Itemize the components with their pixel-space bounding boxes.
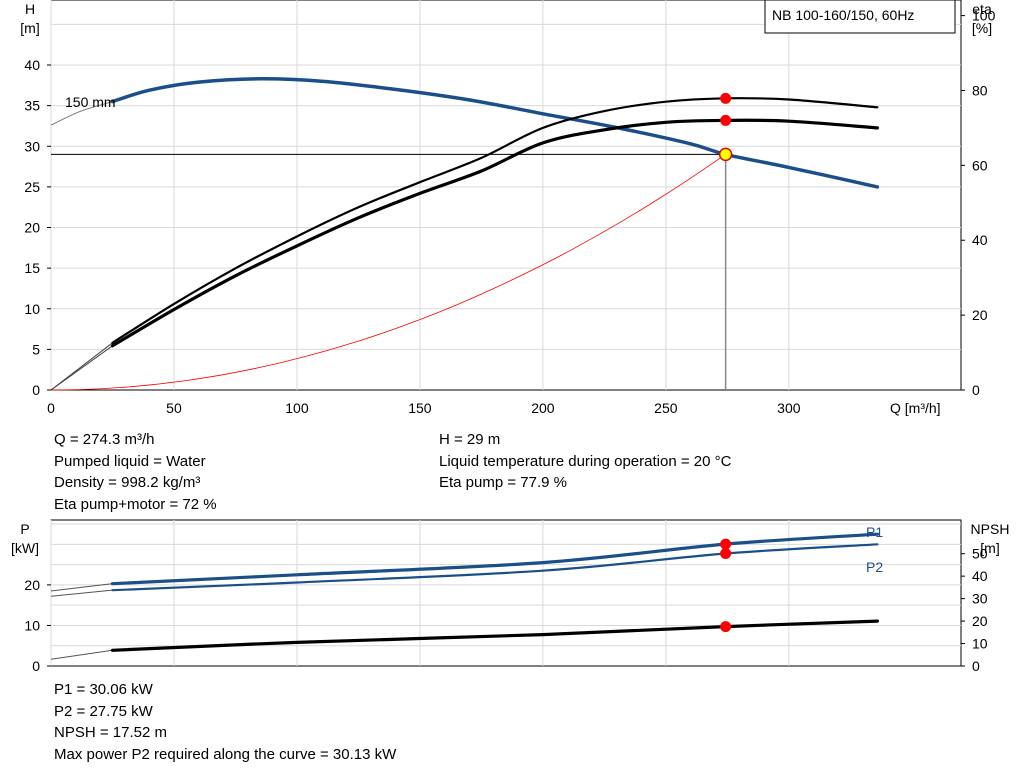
bottom-series xyxy=(50,532,879,660)
series-p1 xyxy=(110,532,879,586)
p-tick-label: 10 xyxy=(24,617,40,633)
info-bottom: P1 = 30.06 kW P2 = 27.75 kW NPSH = 17.52… xyxy=(54,679,396,765)
q-tick-label: 0 xyxy=(47,400,55,416)
eta-tick-label: 80 xyxy=(972,82,988,98)
npsh-tick-label: 20 xyxy=(972,613,988,629)
h-unit-label: [m] xyxy=(20,20,39,36)
h-tick-label: 10 xyxy=(24,301,40,317)
system-curve-line xyxy=(50,154,726,391)
info-top-left: Q = 274.3 m³/h Pumped liquid = Water Den… xyxy=(54,429,217,515)
npsh-tick-label: 40 xyxy=(972,568,988,584)
q-tick-label: 250 xyxy=(654,400,678,416)
h-tick-label: 35 xyxy=(24,98,40,114)
chart-title: NB 100-160/150, 60Hz xyxy=(772,7,914,23)
series-label-p2: P2 xyxy=(866,559,883,575)
system-curve xyxy=(50,153,727,391)
info-q: Q = 274.3 m³/h xyxy=(54,431,155,448)
bottom-duty-marker xyxy=(720,621,732,633)
info-eta-pump-motor: Eta pump+motor = 72 % xyxy=(54,495,217,513)
info-temperature: Liquid temperature during operation = 20… xyxy=(439,452,732,470)
eta-tick-label: 40 xyxy=(972,232,988,248)
h-tick-label: 25 xyxy=(24,179,40,195)
npsh-unit-label: [m] xyxy=(980,540,999,556)
info-density: Density = 998.2 kg/m³ xyxy=(54,474,201,491)
bottom-curve-extension xyxy=(50,583,113,592)
bottom-curve-extension xyxy=(50,589,113,597)
duty-point-marker xyxy=(718,147,733,162)
top-tick-labels: 0 50 100 150 200 250 300 0 5 10 15 20 25 30 35 40 0 20 40 6… xyxy=(24,8,995,416)
eta-axis-label: eta xyxy=(972,1,992,17)
npsh-axis-label: NPSH xyxy=(971,521,1010,537)
eta-tick-label: 60 xyxy=(972,157,988,173)
h-tick-label: 30 xyxy=(24,138,40,154)
eta-curve-extension xyxy=(50,345,113,391)
npsh-curve xyxy=(110,619,879,652)
q-tick-label: 100 xyxy=(285,400,309,416)
h-tick-label: 5 xyxy=(32,341,40,357)
title-box xyxy=(764,0,956,34)
bottom-plot-frame xyxy=(50,519,962,667)
series-label-p1: P1 xyxy=(866,524,883,540)
h-tick-label: 0 xyxy=(32,382,40,398)
q-tick-label: 50 xyxy=(166,400,182,416)
eta-unit-label: [%] xyxy=(972,20,992,36)
info-p1: P1 = 30.06 kW xyxy=(54,681,153,698)
info-eta-pump: Eta pump = 77.9 % xyxy=(439,474,567,491)
top-plot-frame xyxy=(50,0,962,391)
bottom-tick-labels: 0 10 20 0 10 20 30 40 50 xyxy=(24,546,987,674)
series-p2 xyxy=(111,543,879,592)
info-max-power: Max power P2 required along the curve = … xyxy=(54,745,397,763)
q-tick-label: 300 xyxy=(777,400,801,416)
h-tick-label: 40 xyxy=(24,57,40,73)
bottom-curve-extension xyxy=(50,649,113,660)
eta-tick-label: 0 xyxy=(972,382,980,398)
npsh-tick-label: 30 xyxy=(972,591,988,607)
p-tick-label: 20 xyxy=(24,577,40,593)
bottom-panel: 0 10 20 0 10 20 30 40 50 P [kW] NPSH [m] P1 P2 xyxy=(11,519,1010,674)
eta-duty-marker xyxy=(720,114,732,126)
info-h: H = 29 m xyxy=(439,431,501,448)
p-tick-label: 0 xyxy=(32,658,40,674)
info-top-right: H = 29 m Liquid temperature during opera… xyxy=(439,429,731,494)
info-liquid: Pumped liquid = Water xyxy=(54,452,206,470)
npsh-tick-label: 10 xyxy=(972,636,988,652)
bottom-duty-marker xyxy=(720,547,732,559)
top-panel: 0 50 100 150 200 250 300 0 5 10 15 20 25 30 35 40 0 20 40 6… xyxy=(20,0,996,416)
npsh-tick-label: 0 xyxy=(972,658,980,674)
eta-tick-label: 100 xyxy=(972,8,996,24)
info-npsh: NPSH = 17.52 m xyxy=(54,724,167,741)
h-tick-label: 15 xyxy=(24,260,40,276)
eta-duty-marker xyxy=(720,92,732,104)
p-axis-label: P xyxy=(20,521,29,537)
q-axis-label: Q [m³/h] xyxy=(890,400,941,416)
bottom-duty-marker xyxy=(720,538,732,550)
q-tick-label: 200 xyxy=(531,400,555,416)
eta-tick-label: 20 xyxy=(972,307,988,323)
bottom-markers xyxy=(720,538,732,633)
npsh-tick-label: 50 xyxy=(972,546,988,562)
h-tick-label: 20 xyxy=(24,220,40,236)
info-p2: P2 = 27.75 kW xyxy=(54,702,153,720)
h-axis-label: H xyxy=(25,1,35,17)
h-curve-extension xyxy=(50,101,113,126)
top-markers xyxy=(718,92,733,162)
p-unit-label: [kW] xyxy=(11,540,39,556)
q-tick-label: 150 xyxy=(408,400,432,416)
impeller-label: 150 mm xyxy=(65,94,116,110)
